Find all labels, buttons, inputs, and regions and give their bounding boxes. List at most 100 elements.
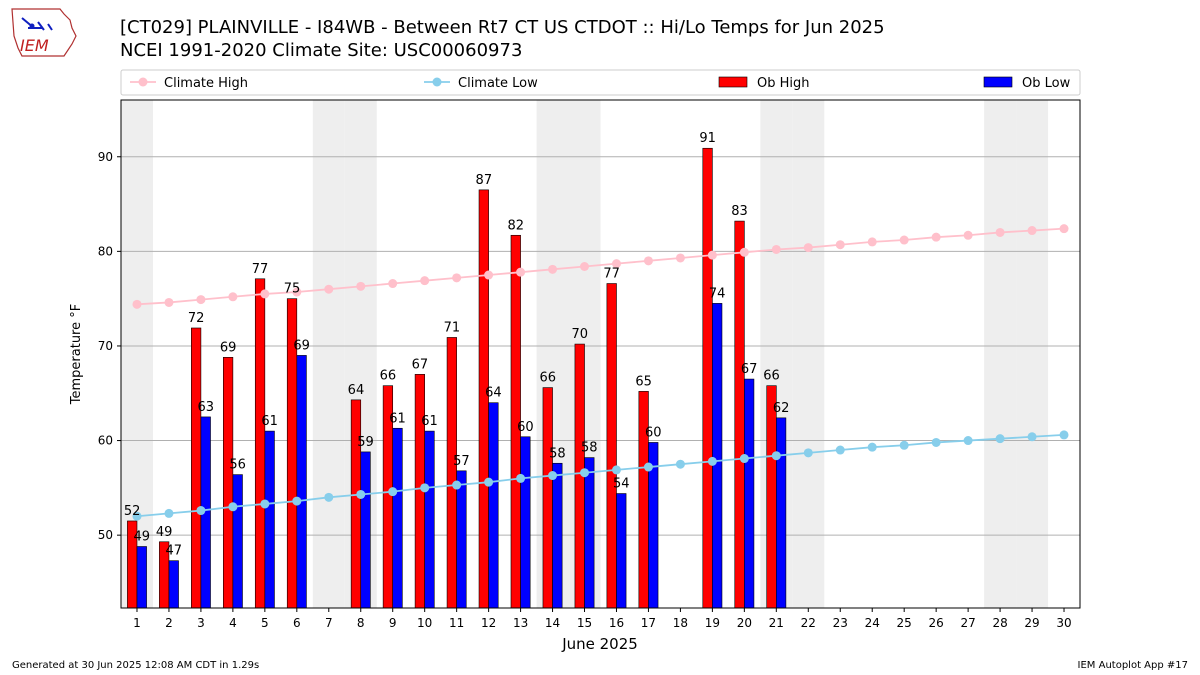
ob-low-bar-21 (776, 417, 787, 609)
climate-low-point-29 (1027, 432, 1037, 442)
climate-high-point-5 (260, 289, 270, 299)
ob-high-bar-6 (286, 298, 298, 609)
climate-high-point-26 (931, 232, 941, 242)
x-tick-label-15: 15 (577, 616, 592, 630)
climate-high-point-11 (452, 273, 462, 283)
weekend-bands (121, 100, 1049, 608)
legend: Climate High Climate Low Ob High Ob Low (120, 69, 1081, 96)
ob-low-bar-13 (520, 436, 531, 609)
weekend-band-8 (344, 100, 377, 608)
x-tick-label-9: 9 (389, 616, 397, 630)
climate-high-point-6 (292, 287, 302, 297)
x-tick-label-29: 29 (1024, 616, 1039, 630)
ob-high-label-15: 70 (571, 327, 588, 342)
weekend-band-15 (568, 100, 601, 608)
ob-high-bar-17 (638, 391, 649, 609)
ob-low-bar-2 (168, 560, 179, 609)
x-tick-label-5: 5 (261, 616, 269, 630)
ob-high-label-17: 65 (635, 374, 652, 389)
y-tick-label-60: 60 (98, 434, 113, 448)
climate-high-point-4 (228, 292, 238, 302)
legend-ob-high-swatch (718, 76, 748, 88)
climate-low-point-4 (228, 502, 238, 512)
ob-low-label-11: 57 (453, 454, 470, 469)
climate-high-point-8 (356, 281, 366, 291)
ob-high-label-12: 87 (476, 173, 493, 188)
x-tick-label-24: 24 (865, 616, 880, 630)
climate-high-point-1 (132, 299, 142, 309)
ob-high-bar-15 (574, 343, 585, 609)
ob-high-bar-1 (127, 520, 138, 609)
ob-high-label-10: 67 (412, 357, 429, 372)
x-tick-label-11: 11 (449, 616, 464, 630)
ob-high-label-16: 77 (603, 267, 620, 282)
ob-high-bar-8 (350, 399, 362, 609)
ob-high-bar-19 (702, 147, 713, 609)
climate-low-point-5 (260, 499, 270, 509)
ob-high-bar-13 (510, 234, 521, 609)
y-tick-label-50: 50 (98, 528, 113, 542)
x-tick-label-16: 16 (609, 616, 624, 630)
x-tick-label-8: 8 (357, 616, 365, 630)
ob-low-label-21: 62 (773, 401, 790, 416)
climate-lines (132, 224, 1069, 521)
ob-high-label-11: 71 (444, 320, 461, 335)
climate-low-point-13 (516, 473, 526, 483)
climate-low-point-28 (995, 434, 1005, 444)
climate-high-point-15 (580, 261, 590, 271)
plot-frame (120, 99, 1081, 609)
climate-low-point-2 (164, 508, 174, 518)
legend-climate-low-marker (432, 77, 442, 87)
ob-low-label-15: 58 (581, 441, 598, 456)
ob-high-bar-3 (191, 327, 202, 609)
x-tick-label-27: 27 (960, 616, 975, 630)
x-tick-label-14: 14 (545, 616, 560, 630)
x-tick-label-13: 13 (513, 616, 528, 630)
ob-low-label-8: 59 (357, 435, 374, 450)
ob-low-label-4: 56 (229, 458, 246, 473)
climate-high-point-28 (995, 227, 1005, 237)
bars (127, 147, 787, 609)
ob-low-bar-16 (616, 493, 627, 609)
ob-low-label-10: 61 (421, 414, 438, 429)
ob-low-label-2: 47 (165, 544, 182, 559)
ob-low-label-13: 60 (517, 420, 534, 435)
x-tick-label-25: 25 (897, 616, 912, 630)
ob-low-bar-3 (200, 416, 211, 609)
ob-high-label-8: 64 (348, 383, 365, 398)
climate-low-point-9 (388, 487, 398, 497)
app-id: IEM Autoplot App #17 (1077, 660, 1188, 671)
climate-low-point-8 (356, 489, 366, 499)
iem-logo: IEM (11, 8, 77, 57)
x-tick-label-7: 7 (325, 616, 333, 630)
ob-high-label-6: 75 (284, 282, 301, 297)
climate-high-point-21 (771, 244, 781, 254)
ob-low-label-1: 49 (134, 530, 151, 545)
ob-low-label-9: 61 (389, 411, 406, 426)
climate-low-point-21 (771, 451, 781, 461)
ob-high-label-1: 52 (124, 504, 141, 519)
svg-text:IEM: IEM (20, 36, 49, 55)
climate-high-point-24 (867, 237, 877, 247)
gridlines (121, 156, 1080, 536)
climate-low-point-30 (1059, 430, 1069, 440)
climate-high-point-22 (803, 243, 813, 253)
x-tick-label-30: 30 (1056, 616, 1071, 630)
ob-high-bar-21 (766, 385, 777, 609)
climate-high-point-18 (675, 253, 685, 263)
y-axis: 50 60 70 80 90 (98, 150, 121, 542)
ob-low-bar-5 (264, 430, 275, 609)
ob-high-bar-14 (542, 387, 553, 609)
legend-ob-high-label: Ob High (757, 76, 810, 91)
x-tick-label-3: 3 (197, 616, 205, 630)
x-tick-label-21: 21 (769, 616, 784, 630)
climate-low-point-19 (707, 456, 717, 466)
ob-low-label-20: 67 (741, 362, 758, 377)
x-axis-label: June 2025 (561, 635, 638, 653)
x-axis: 1 2 3 4 5 6 7 8 9 10 11 12 13 14 15 16 17 18 19 20 21 22 23 24 2… (133, 608, 1072, 630)
climate-high-point-19 (707, 250, 717, 260)
ob-high-label-4: 69 (220, 340, 237, 355)
generated-timestamp: Generated at 30 Jun 2025 12:08 AM CDT in… (12, 660, 260, 671)
ob-low-label-19: 74 (709, 286, 726, 301)
ob-high-bar-10 (414, 374, 425, 609)
